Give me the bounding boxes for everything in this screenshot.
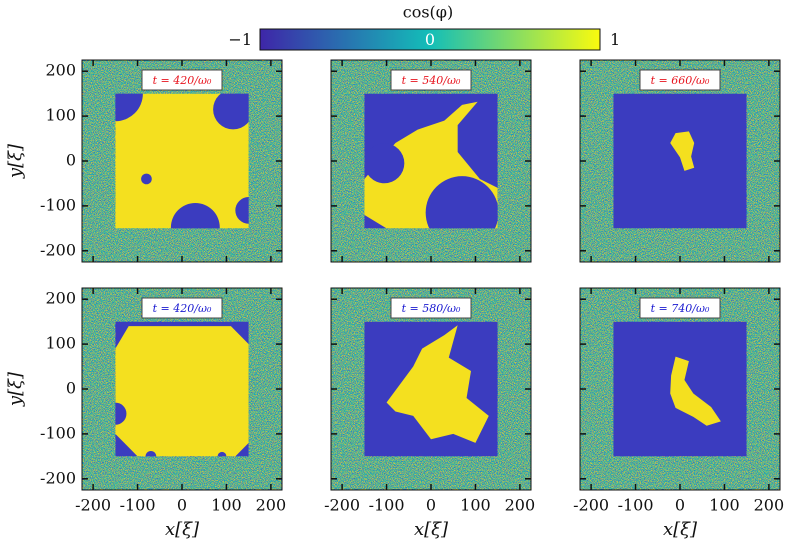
x-axis-label: x[ξ] [165,519,200,540]
ordered-region [670,356,721,426]
panel-title: t = 420/ω₀ [153,74,212,87]
colorbar-label: cos(φ) [403,3,454,22]
panel-title: t = 540/ω₀ [402,74,461,87]
x-tick-label: 0 [675,496,685,515]
title-box [141,69,223,91]
colorbar-tick-label: −1 [228,30,252,49]
colorbar-tick-label: 0 [425,30,435,49]
x-tick-label: -200 [573,496,609,515]
x-tick-label: 0 [426,496,436,515]
title-box [141,297,223,319]
domain [613,93,747,229]
x-tick-label: -200 [324,496,360,515]
y-tick-label: 200 [45,61,76,80]
y-axis-label: y[ξ] [5,371,26,407]
colorbar-tick-label: 1 [610,30,620,49]
y-tick-label: -100 [40,423,76,442]
y-tick-label: 0 [66,379,76,398]
panel-title: t = 660/ω₀ [651,74,710,87]
y-axis-label: y[ξ] [5,143,26,179]
y-tick-label: -200 [40,240,76,259]
panel [330,59,532,263]
y-tick-label: 100 [45,334,76,353]
panel [81,59,283,263]
panel [330,287,532,491]
x-axis-label: x[ξ] [414,519,449,540]
title-box [639,297,721,319]
x-tick-label: 200 [754,496,785,515]
x-tick-label: 100 [460,496,491,515]
x-tick-label: -100 [618,496,654,515]
y-tick-label: 100 [45,106,76,125]
panel-title: t = 580/ω₀ [402,302,461,315]
panel [579,287,781,491]
y-tick-label: 200 [45,289,76,308]
panel-title: t = 740/ω₀ [651,302,710,315]
x-tick-label: 100 [211,496,242,515]
y-tick-label: 0 [66,151,76,170]
panel [579,59,781,263]
x-tick-label: 200 [256,496,287,515]
vortex-region [141,173,152,185]
panel-title: t = 420/ω₀ [153,302,212,315]
x-tick-label: 200 [505,496,536,515]
y-tick-label: -200 [40,468,76,487]
x-axis-label: x[ξ] [663,519,698,540]
title-box [390,69,472,91]
x-tick-label: 0 [177,496,187,515]
colorbar [259,28,601,51]
title-box [639,69,721,91]
panel [81,287,283,491]
x-tick-label: -200 [75,496,111,515]
ordered-region [386,325,489,443]
y-tick-label: -100 [40,195,76,214]
title-box [390,297,472,319]
x-tick-label: 100 [709,496,740,515]
vortex-region [364,143,405,184]
x-tick-label: -100 [369,496,405,515]
x-tick-label: -100 [120,496,156,515]
ordered-region [670,131,695,171]
ordered-region [115,326,249,457]
